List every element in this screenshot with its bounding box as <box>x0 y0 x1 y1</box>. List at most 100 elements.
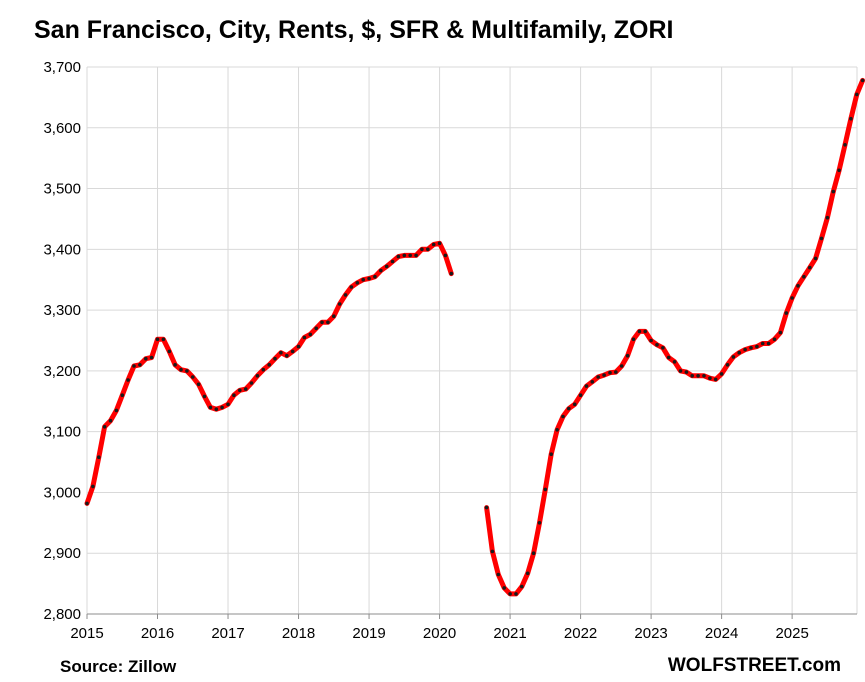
data-point <box>296 344 301 349</box>
data-point <box>567 406 571 411</box>
data-point <box>702 374 706 378</box>
data-point <box>561 414 565 419</box>
data-point <box>543 487 548 492</box>
data-point <box>431 242 436 247</box>
data-point <box>155 337 160 342</box>
data-point <box>243 387 248 391</box>
data-point <box>655 343 659 347</box>
data-point <box>120 393 125 398</box>
data-point <box>102 425 107 429</box>
x-tick-label: 2025 <box>775 625 808 642</box>
x-tick-label: 2021 <box>493 625 526 642</box>
x-tick-label: 2024 <box>705 625 738 642</box>
data-point <box>426 247 430 252</box>
data-point <box>402 253 407 258</box>
data-point <box>443 253 448 258</box>
series-line <box>84 240 454 506</box>
data-point <box>614 370 618 374</box>
data-point <box>608 370 612 375</box>
data-point <box>496 572 501 577</box>
data-point <box>437 241 442 246</box>
x-tick-label: 2023 <box>634 625 667 642</box>
data-point <box>684 370 689 374</box>
y-tick-label: 3,600 <box>43 120 81 137</box>
y-tick-label: 3,200 <box>43 363 81 380</box>
data-point <box>302 335 307 340</box>
data-point <box>185 369 189 373</box>
data-point <box>490 549 495 554</box>
data-point <box>837 168 841 173</box>
data-point <box>637 329 642 334</box>
data-point <box>678 369 683 373</box>
data-point <box>743 347 747 352</box>
y-tick-label: 3,400 <box>43 241 81 258</box>
data-point <box>144 356 148 361</box>
data-point <box>737 350 741 355</box>
data-point <box>220 405 224 410</box>
data-point <box>802 274 806 279</box>
data-point <box>390 259 395 264</box>
data-point <box>690 374 694 378</box>
data-point <box>273 356 277 361</box>
data-point <box>361 277 366 282</box>
series-layer <box>84 77 865 597</box>
data-point <box>696 374 700 378</box>
data-point <box>808 265 812 270</box>
data-point <box>672 360 677 364</box>
data-point <box>232 393 236 398</box>
x-tick-label: 2017 <box>211 625 244 642</box>
data-point <box>132 364 136 368</box>
data-point <box>825 215 830 220</box>
data-point <box>831 189 836 194</box>
data-point <box>414 253 418 258</box>
data-point <box>173 363 177 367</box>
data-point <box>249 381 254 385</box>
data-point <box>572 402 577 407</box>
data-point <box>760 341 765 346</box>
data-point <box>843 143 847 147</box>
data-point <box>238 388 242 393</box>
data-point <box>813 256 818 261</box>
chart-title: San Francisco, City, Rents, $, SFR & Mul… <box>34 16 674 44</box>
data-point <box>602 373 606 377</box>
data-point <box>255 374 260 378</box>
data-point <box>796 284 800 288</box>
grid-layer <box>86 66 858 615</box>
data-point <box>167 349 172 354</box>
data-point <box>449 271 454 276</box>
data-point <box>179 367 183 372</box>
data-point <box>191 375 195 379</box>
data-point <box>666 355 671 360</box>
data-point <box>126 378 130 382</box>
series-line <box>484 77 865 597</box>
y-tick-label: 3,000 <box>43 484 81 501</box>
data-point <box>261 367 266 372</box>
data-point <box>855 92 859 97</box>
data-point <box>484 505 489 510</box>
data-point <box>555 428 559 432</box>
data-point <box>355 281 360 285</box>
data-point <box>85 501 89 506</box>
data-point <box>332 314 336 319</box>
data-point <box>326 320 330 325</box>
data-point <box>408 253 413 258</box>
data-point <box>91 484 95 489</box>
data-point <box>379 268 383 273</box>
data-point <box>537 521 542 525</box>
data-point <box>196 382 201 387</box>
y-tick-label: 3,300 <box>43 302 81 319</box>
data-point <box>267 363 272 367</box>
data-point <box>790 296 794 300</box>
data-point <box>549 452 553 457</box>
data-point <box>531 551 536 555</box>
data-point <box>766 341 771 346</box>
data-point <box>772 337 777 342</box>
data-point <box>625 353 630 358</box>
data-point <box>314 326 319 331</box>
data-point <box>725 363 730 367</box>
data-point <box>108 418 113 423</box>
brand-label: WOLFSTREET.com <box>667 655 841 676</box>
axis-layer: 2,800 2,900 3,000 3,100 3,200 3,300 3,400 3,500… <box>43 59 857 642</box>
x-tick-label: 2022 <box>564 625 597 642</box>
data-point <box>149 355 154 360</box>
